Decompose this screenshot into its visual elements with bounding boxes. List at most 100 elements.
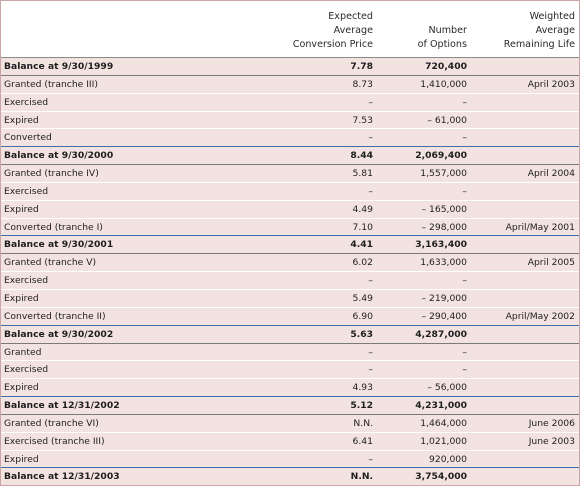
number-of-options-cell: –: [462, 275, 467, 287]
row-label: Converted (tranche I): [4, 221, 103, 233]
number-of-options-cell: – 61,000: [427, 114, 467, 126]
table-row: Exercised – –: [1, 361, 579, 380]
conversion-price-cell: 4.93: [352, 382, 373, 394]
table-row: Granted (tranche VI) N.N. 1,464,000 June 20…: [1, 415, 579, 433]
number-of-options-cell: –: [462, 96, 467, 108]
row-label: Balance at 9/30/2001: [4, 239, 114, 251]
table-row: Converted – –: [1, 129, 579, 148]
number-of-options-cell: –: [462, 185, 467, 197]
remaining-life-cell: April 2003: [527, 78, 575, 90]
row-label: Converted: [4, 132, 52, 144]
number-of-options-cell: 1,410,000: [420, 78, 467, 90]
conversion-price-cell: –: [368, 96, 373, 108]
remaining-life-cell: April 2005: [527, 257, 575, 269]
row-label: Exercised (tranche III): [4, 435, 105, 447]
row-label: Exercised: [4, 275, 49, 287]
conversion-price-cell: 6.90: [352, 310, 373, 322]
row-label: Balance at 12/31/2002: [4, 400, 120, 412]
conversion-price-cell: 6.02: [352, 257, 373, 269]
row-label: Expired: [4, 292, 39, 304]
conversion-price-cell: 7.78: [350, 61, 373, 72]
balance-row: Balance at 9/30/1999 7.78 720,400: [1, 58, 579, 76]
number-of-options-cell: – 56,000: [427, 382, 467, 394]
remaining-life-cell: June 2006: [528, 417, 575, 429]
number-of-options-cell: 920,000: [429, 453, 467, 465]
table-row: Exercised (tranche III) 6.41 1,021,000 June…: [1, 433, 579, 451]
row-label: Balance at 9/30/1999: [4, 61, 114, 72]
header-price-line-2: Average: [333, 25, 373, 36]
number-of-options-cell: –: [462, 364, 467, 376]
table-row: Granted (tranche III) 8.73 1,410,000 April …: [1, 76, 579, 94]
conversion-price-cell: –: [368, 346, 373, 358]
remaining-life-cell: April/May 2002: [505, 310, 575, 322]
header-life-line-1: Weighted: [529, 11, 575, 22]
number-of-options-cell: –: [462, 132, 467, 144]
row-label: Granted (tranche VI): [4, 417, 99, 429]
number-of-options-cell: 1,557,000: [420, 168, 467, 180]
header-conversion-price: Expected Average Conversion Price: [253, 10, 373, 52]
table-row: Granted (tranche V) 6.02 1,633,000 April 20…: [1, 254, 579, 273]
row-label: Expired: [4, 453, 39, 465]
row-label: Balance at 9/30/2002: [4, 328, 114, 340]
header-remaining-life: Weighted Average Remaining Life: [475, 10, 575, 52]
conversion-price-cell: 7.10: [352, 221, 373, 233]
number-of-options-cell: 3,163,400: [415, 239, 467, 251]
header-life-line-2: Average: [535, 25, 575, 36]
table-row: Expired 4.49 – 165,000: [1, 201, 579, 219]
remaining-life-cell: June 2003: [528, 435, 575, 447]
remaining-life-cell: April 2004: [527, 168, 575, 180]
row-label: Converted (tranche II): [4, 310, 106, 322]
number-of-options-cell: 4,287,000: [415, 328, 467, 340]
number-of-options-cell: 1,021,000: [420, 435, 467, 447]
table-row: Expired 5.49 – 219,000: [1, 290, 579, 308]
number-of-options-cell: 2,069,400: [415, 150, 467, 162]
row-label: Granted: [4, 346, 42, 358]
row-label: Expired: [4, 203, 39, 215]
balance-row: Balance at 12/31/2002 5.12 4,231,000: [1, 397, 579, 415]
row-label: Exercised: [4, 185, 49, 197]
table-row: Expired 7.53 – 61,000: [1, 112, 579, 130]
table-row: Converted (tranche I) 7.10 – 298,000 April/…: [1, 219, 579, 237]
number-of-options-cell: – 219,000: [421, 292, 467, 304]
row-label: Balance at 12/31/2003: [4, 471, 120, 483]
number-of-options-cell: – 165,000: [421, 203, 467, 215]
table-row: Exercised – –: [1, 272, 579, 290]
table-row: Granted – –: [1, 344, 579, 362]
row-label: Exercised: [4, 96, 49, 108]
header-life-line-3: Remaining Life: [503, 39, 575, 50]
table-row: Expired – 920,000: [1, 451, 579, 469]
header-options-line-2: of Options: [417, 39, 467, 50]
row-label: Balance at 9/30/2000: [4, 150, 114, 162]
conversion-price-cell: 7.53: [352, 114, 373, 126]
balance-row: Balance at 9/30/2001 4.41 3,163,400: [1, 236, 579, 255]
number-of-options-cell: –: [462, 346, 467, 358]
table-row: Expired 4.93 – 56,000: [1, 379, 579, 398]
row-label: Granted (tranche III): [4, 78, 98, 90]
row-label: Expired: [4, 382, 39, 394]
number-of-options-cell: – 290,400: [421, 310, 467, 322]
conversion-price-cell: 5.12: [350, 400, 373, 412]
conversion-price-cell: 8.73: [352, 78, 373, 90]
number-of-options-cell: 720,400: [425, 61, 467, 72]
table-row: Exercised – –: [1, 94, 579, 112]
table-row: Granted (tranche IV) 5.81 1,557,000 April 2…: [1, 165, 579, 183]
conversion-price-cell: –: [368, 364, 373, 376]
header-price-line-1: Expected: [328, 11, 373, 22]
conversion-price-cell: 4.49: [352, 203, 373, 215]
conversion-price-cell: 8.44: [350, 150, 373, 162]
row-label: Granted (tranche V): [4, 257, 97, 269]
conversion-price-cell: N.N.: [350, 471, 373, 483]
row-label: Expired: [4, 114, 39, 126]
conversion-price-cell: 5.81: [352, 168, 373, 180]
conversion-price-cell: –: [368, 453, 373, 465]
conversion-price-cell: 5.49: [352, 292, 373, 304]
conversion-price-cell: N.N.: [353, 417, 373, 429]
number-of-options-cell: 1,464,000: [420, 417, 467, 429]
table-row: Converted (tranche II) 6.90 – 290,400 April…: [1, 308, 579, 326]
conversion-price-cell: 6.41: [352, 435, 373, 447]
header-options-line-1: Number: [428, 25, 467, 36]
conversion-price-cell: –: [368, 185, 373, 197]
conversion-price-cell: 4.41: [350, 239, 373, 251]
conversion-price-cell: –: [368, 275, 373, 287]
